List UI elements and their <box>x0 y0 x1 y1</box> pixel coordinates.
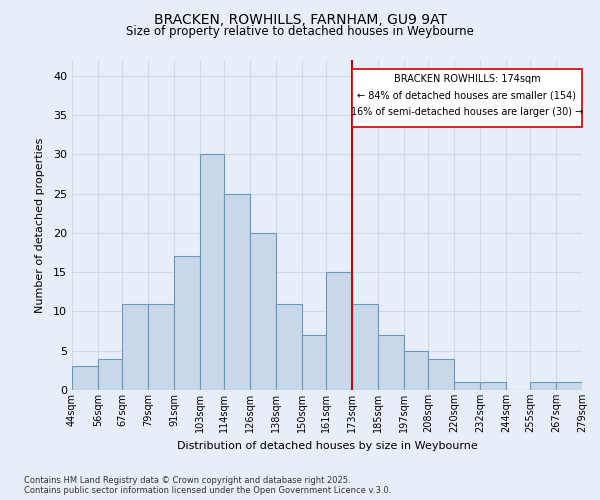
Text: 16% of semi-detached houses are larger (30) →: 16% of semi-detached houses are larger (… <box>351 107 583 117</box>
Bar <box>428 358 454 390</box>
Bar <box>454 382 480 390</box>
Bar <box>72 366 98 390</box>
Bar <box>404 350 428 390</box>
Text: Contains HM Land Registry data © Crown copyright and database right 2025.: Contains HM Land Registry data © Crown c… <box>24 476 350 485</box>
Text: BRACKEN ROWHILLS: 174sqm: BRACKEN ROWHILLS: 174sqm <box>394 74 540 84</box>
Bar <box>250 233 276 390</box>
Bar <box>200 154 224 390</box>
Bar <box>174 256 200 390</box>
Bar <box>352 70 582 127</box>
Bar <box>352 304 378 390</box>
X-axis label: Distribution of detached houses by size in Weybourne: Distribution of detached houses by size … <box>176 440 478 450</box>
Bar <box>378 335 404 390</box>
Text: BRACKEN, ROWHILLS, FARNHAM, GU9 9AT: BRACKEN, ROWHILLS, FARNHAM, GU9 9AT <box>154 12 446 26</box>
Y-axis label: Number of detached properties: Number of detached properties <box>35 138 44 312</box>
Bar <box>302 335 326 390</box>
Bar <box>122 304 148 390</box>
Bar <box>224 194 250 390</box>
Bar <box>530 382 556 390</box>
Bar <box>148 304 174 390</box>
Bar <box>276 304 302 390</box>
Bar <box>480 382 506 390</box>
Text: Contains public sector information licensed under the Open Government Licence v.: Contains public sector information licen… <box>24 486 391 495</box>
Bar <box>98 358 122 390</box>
Text: Size of property relative to detached houses in Weybourne: Size of property relative to detached ho… <box>126 25 474 38</box>
Bar <box>556 382 582 390</box>
Bar <box>326 272 352 390</box>
Text: ← 84% of detached houses are smaller (154): ← 84% of detached houses are smaller (15… <box>358 90 577 101</box>
